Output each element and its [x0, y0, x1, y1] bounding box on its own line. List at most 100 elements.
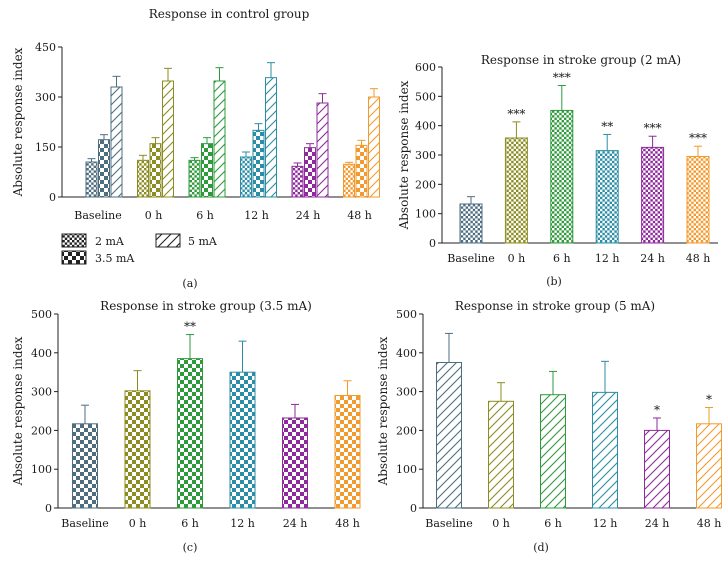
chart-title: Response in stroke group (2 mA) [481, 53, 681, 67]
significance-marker: *** [644, 121, 662, 135]
significance-marker: *** [553, 70, 571, 84]
bar-0-h [488, 400, 514, 509]
y-tick-label: 400 [415, 120, 436, 133]
y-tick-label: 150 [35, 141, 56, 154]
bar-12-h [229, 371, 256, 509]
bar-2-ma-24-h [291, 165, 304, 198]
x-tick-label: Baseline [61, 517, 108, 530]
y-tick-label: 500 [31, 308, 52, 321]
chart-title: Response in control group [149, 7, 310, 21]
bar-48-h [686, 155, 710, 244]
legend-swatch-2ma [61, 233, 87, 248]
x-tick-label: 48 h [335, 517, 360, 530]
x-tick-label: 48 h [347, 209, 372, 222]
legend-label-5ma: 5 mA [188, 235, 218, 248]
legend-label-2ma: 2 mA [95, 235, 125, 248]
bar-6-h [550, 109, 574, 244]
bar-2-ma-6-h [188, 159, 201, 198]
y-tick-label: 100 [396, 463, 417, 476]
bar-5-ma-6-h [213, 80, 226, 198]
significance-marker: *** [689, 131, 707, 145]
x-tick-label: 12 h [593, 517, 618, 530]
significance-marker: * [706, 393, 712, 407]
bar-12-h [595, 150, 619, 244]
significance-marker: *** [507, 107, 525, 121]
bar-0-h [504, 137, 528, 244]
bar-3-5-ma-0-h [149, 143, 162, 198]
y-tick-label: 0 [429, 237, 436, 250]
x-tick-label: Baseline [447, 252, 494, 265]
y-tick-label: 300 [31, 386, 52, 399]
bar-24-h [282, 417, 308, 509]
bar-0-h [124, 390, 151, 509]
bar-6-h [177, 358, 203, 509]
panel-b: Response in stroke group (2 mA) Absolute… [397, 53, 718, 288]
y-tick-label: 100 [31, 463, 52, 476]
y-tick-label: 0 [49, 191, 56, 204]
y-tick-label: 100 [415, 208, 436, 221]
y-axis-label: Absolute response index [11, 47, 25, 197]
bar-5-ma-24-h [316, 102, 329, 198]
y-tick-label: 200 [396, 424, 417, 437]
bar-6-h [540, 394, 566, 509]
bar-3-5-ma-6-h [201, 143, 213, 198]
bar-3-5-ma-12-h [252, 129, 265, 198]
y-tick-label: 400 [396, 347, 417, 360]
bar-12-h [592, 391, 618, 509]
x-tick-label: Baseline [425, 517, 472, 530]
x-tick-label: 6 h [181, 517, 199, 530]
significance-marker: ** [601, 119, 613, 133]
x-tick-label: 0 h [145, 209, 163, 222]
x-tick-label: 0 h [508, 252, 526, 265]
x-tick-label: 0 h [492, 517, 510, 530]
bar-5-ma-48-h [368, 96, 380, 198]
panel-label: (b) [546, 275, 562, 288]
panel-c: Response in stroke group (3.5 mA) Absolu… [11, 299, 361, 554]
legend: 2 mA 5 mA 3.5 mA [61, 233, 218, 265]
bar-baseline [459, 203, 483, 244]
bar-baseline [72, 423, 98, 509]
x-tick-label: 48 h [697, 517, 722, 530]
panel-label: (d) [533, 541, 549, 554]
x-tick-label: 24 h [296, 209, 321, 222]
bar-2-ma-48-h [343, 163, 355, 198]
x-tick-label: 12 h [230, 517, 255, 530]
bar-24-h [641, 146, 665, 244]
y-tick-label: 450 [35, 41, 56, 54]
x-tick-label: 6 h [196, 209, 214, 222]
x-tick-label: 6 h [544, 517, 562, 530]
x-tick-label: 12 h [244, 209, 269, 222]
y-tick-label: 300 [35, 91, 56, 104]
x-tick-label: 12 h [595, 252, 620, 265]
y-tick-label: 500 [396, 308, 417, 321]
legend-label-3-5ma: 3.5 mA [95, 252, 135, 265]
y-axis-label: Absolute response index [397, 80, 411, 230]
bar-baseline [436, 362, 462, 509]
bar-2-ma-12-h [240, 156, 252, 198]
bar-3-5-ma-baseline [98, 139, 110, 198]
bar-3-5-ma-48-h [355, 144, 368, 198]
y-tick-label: 0 [45, 502, 52, 515]
panel-label: (c) [183, 541, 198, 554]
panel-label: (a) [182, 277, 197, 290]
legend-swatch-3-5ma [61, 250, 87, 265]
y-tick-label: 200 [415, 178, 436, 191]
x-tick-label: 24 h [640, 252, 665, 265]
bar-2-ma-0-h [137, 159, 149, 198]
x-tick-label: 48 h [686, 252, 711, 265]
x-tick-label: 24 h [283, 517, 308, 530]
y-tick-label: 0 [410, 502, 417, 515]
bar-3-5-ma-24-h [304, 147, 316, 198]
bar-48-h [334, 394, 361, 509]
y-tick-label: 600 [415, 61, 436, 74]
bar-48-h [696, 423, 722, 509]
panel-a: Response in control group Absolute respo… [11, 7, 380, 290]
bar-5-ma-0-h [162, 80, 174, 198]
legend-swatch-5ma [155, 233, 181, 248]
bar-24-h [644, 429, 670, 509]
y-tick-label: 500 [415, 90, 436, 103]
y-tick-label: 300 [415, 149, 436, 162]
y-axis-label: Absolute response index [376, 336, 390, 486]
y-axis-label: Absolute response index [11, 336, 25, 486]
